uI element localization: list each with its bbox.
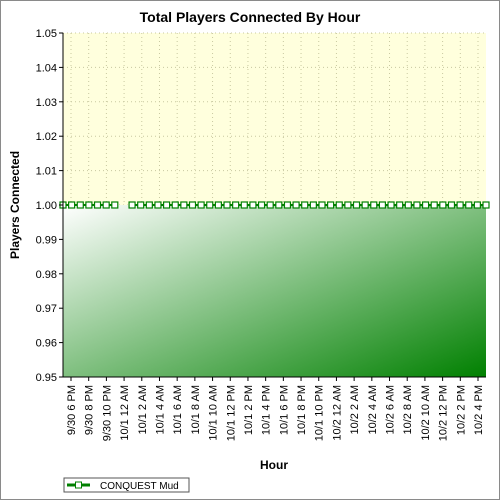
data-point bbox=[301, 201, 309, 209]
data-point bbox=[275, 201, 283, 209]
x-tick-label: 9/30 10 PM bbox=[101, 385, 113, 441]
data-point bbox=[145, 201, 153, 209]
x-tick-label: 10/1 6 PM bbox=[278, 385, 290, 435]
data-point bbox=[404, 201, 412, 209]
data-point bbox=[292, 201, 300, 209]
x-tick-label: 10/2 12 PM bbox=[438, 385, 450, 441]
y-tick-label: 1.02 bbox=[36, 131, 57, 143]
series-area bbox=[63, 205, 486, 377]
data-point bbox=[430, 201, 438, 209]
x-tick-label: 10/1 4 PM bbox=[261, 385, 273, 435]
data-point bbox=[162, 201, 171, 209]
x-tick-label: 10/1 10 AM bbox=[208, 385, 220, 441]
x-axis-title: Hour bbox=[260, 458, 288, 472]
data-point bbox=[465, 201, 473, 209]
y-tick-label: 1.01 bbox=[36, 166, 57, 178]
data-point bbox=[257, 201, 266, 209]
data-point bbox=[335, 201, 343, 209]
x-tick-label: 10/1 8 PM bbox=[296, 385, 308, 435]
x-tick-label: 10/1 12 PM bbox=[225, 385, 237, 441]
x-tick-label: 10/2 2 PM bbox=[455, 385, 467, 435]
data-point bbox=[102, 201, 110, 209]
data-point bbox=[266, 201, 274, 209]
y-tick-label: 0.99 bbox=[36, 234, 57, 246]
data-point bbox=[85, 201, 93, 209]
data-point bbox=[76, 201, 84, 209]
y-axis-title: Players Connected bbox=[8, 151, 22, 259]
x-tick-label: 10/1 12 AM bbox=[119, 385, 131, 441]
legend-swatch-marker bbox=[75, 481, 82, 489]
x-tick-label: 10/1 2 AM bbox=[137, 385, 149, 435]
x-tick-label: 10/1 10 PM bbox=[314, 385, 326, 441]
x-tick-label: 10/2 2 AM bbox=[349, 385, 361, 435]
legend-label: CONQUEST Mud bbox=[100, 481, 179, 492]
data-point bbox=[361, 201, 369, 209]
data-point bbox=[137, 201, 145, 209]
data-point bbox=[154, 201, 162, 209]
data-point bbox=[473, 201, 481, 209]
x-tick-label: 10/2 10 AM bbox=[420, 385, 432, 441]
y-tick-label: 0.96 bbox=[36, 338, 57, 350]
data-point bbox=[68, 201, 76, 209]
data-point bbox=[352, 201, 361, 209]
y-tick-label: 0.98 bbox=[36, 269, 57, 281]
data-point bbox=[180, 201, 188, 209]
x-tick-label: 10/2 4 PM bbox=[473, 385, 485, 435]
y-tick-label: 1.00 bbox=[36, 200, 57, 212]
data-point bbox=[249, 201, 257, 209]
y-tick-label: 1.05 bbox=[36, 28, 57, 40]
x-tick-label: 10/2 6 AM bbox=[385, 385, 397, 435]
data-point bbox=[318, 201, 326, 209]
data-point bbox=[214, 201, 222, 209]
data-point bbox=[309, 201, 317, 209]
legend: CONQUEST Mud bbox=[63, 477, 190, 493]
data-point bbox=[206, 201, 214, 209]
data-point bbox=[421, 201, 430, 209]
x-tick-label: 10/1 4 AM bbox=[154, 385, 166, 435]
x-tick-label: 10/1 6 AM bbox=[172, 385, 184, 435]
x-tick-label: 9/30 8 PM bbox=[84, 385, 96, 435]
data-point bbox=[327, 201, 335, 209]
y-tick-label: 0.95 bbox=[36, 372, 57, 384]
x-tick-label: 10/1 8 AM bbox=[190, 385, 202, 435]
data-point bbox=[232, 201, 240, 209]
data-point bbox=[370, 201, 378, 209]
data-point bbox=[240, 201, 248, 209]
data-point bbox=[93, 201, 102, 209]
data-point bbox=[344, 201, 352, 209]
x-tick-label: 9/30 6 PM bbox=[66, 385, 78, 435]
data-point bbox=[387, 201, 395, 209]
data-point bbox=[197, 201, 205, 209]
data-point bbox=[111, 201, 119, 209]
x-tick-label: 10/1 2 PM bbox=[243, 385, 255, 435]
y-tick-label: 1.03 bbox=[36, 97, 57, 109]
data-point bbox=[447, 201, 456, 209]
chart-title: Total Players Connected By Hour bbox=[140, 9, 361, 25]
data-point bbox=[482, 201, 490, 209]
data-point bbox=[128, 201, 136, 209]
data-point bbox=[171, 201, 179, 209]
x-tick-label: 10/2 12 AM bbox=[331, 385, 343, 441]
data-point bbox=[188, 201, 197, 209]
data-point bbox=[223, 201, 231, 209]
x-tick-label: 10/2 4 AM bbox=[367, 385, 379, 435]
data-point bbox=[439, 201, 447, 209]
data-point bbox=[456, 201, 464, 209]
data-point bbox=[283, 201, 292, 209]
data-point bbox=[378, 201, 387, 209]
x-tick-label: 10/2 8 AM bbox=[402, 385, 414, 435]
data-point bbox=[413, 201, 421, 209]
y-tick-label: 1.04 bbox=[36, 62, 57, 74]
data-point bbox=[396, 201, 404, 209]
y-tick-label: 0.97 bbox=[36, 303, 57, 315]
